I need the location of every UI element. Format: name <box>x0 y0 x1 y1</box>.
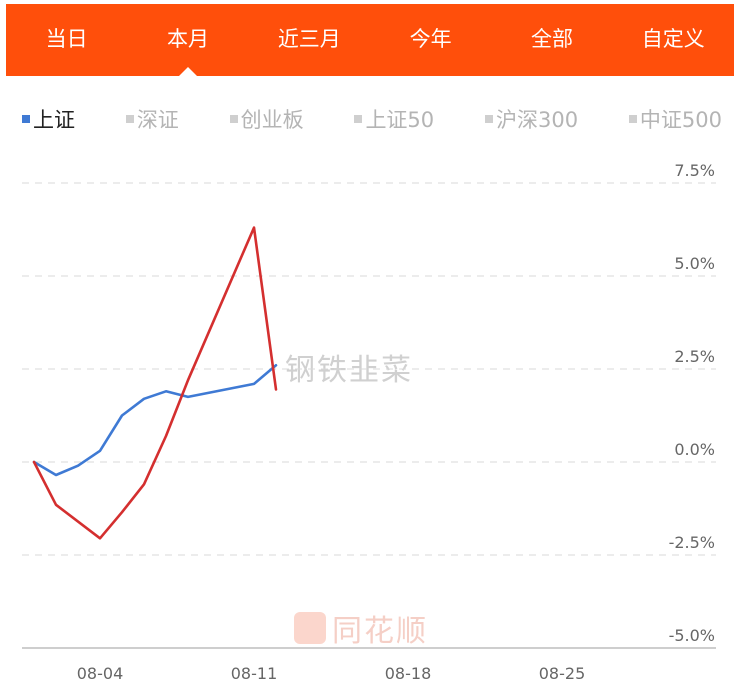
tab-all[interactable]: 全部 <box>491 4 612 76</box>
active-tab-caret-icon <box>177 67 198 77</box>
series-line-red <box>32 226 278 540</box>
brand-watermark-text: 同花顺 <box>332 614 428 649</box>
x-tick-label: 08-11 <box>231 664 278 683</box>
tab-custom[interactable]: 自定义 <box>613 4 734 76</box>
legend-swatch-icon <box>22 115 30 123</box>
legend-label: 上证 <box>33 108 75 132</box>
legend-swatch-icon <box>229 115 238 123</box>
series-line-blue <box>32 363 278 477</box>
tab-label: 全部 <box>530 27 573 51</box>
legend-label: 中证500 <box>639 108 722 132</box>
watermark-text: 钢铁韭菜 <box>285 353 413 388</box>
y-tick-label: -5.0% <box>669 626 715 645</box>
legend-label: 沪深300 <box>495 108 579 132</box>
tab-label: 今年 <box>409 27 452 51</box>
legend-label: 上证50 <box>365 108 435 132</box>
legend-item-csi500[interactable]: 中证500 <box>628 104 722 134</box>
legend-swatch-icon <box>354 115 363 123</box>
legend-item-csi300[interactable]: 沪深300 <box>484 104 579 134</box>
y-tick-label: 7.5% <box>674 161 715 180</box>
legend-swatch-icon <box>484 115 493 123</box>
legend-item-chinext[interactable]: 创业板 <box>229 104 304 134</box>
tab-label: 近三月 <box>277 27 341 51</box>
legend-item-sse50[interactable]: 上证50 <box>354 104 434 134</box>
y-tick-label: 0.0% <box>674 440 715 459</box>
y-tick-label: 2.5% <box>674 347 715 366</box>
tab-today[interactable]: 当日 <box>6 4 127 76</box>
tab-this-month[interactable]: 本月 <box>127 4 248 77</box>
legend-label: 创业板 <box>240 108 304 132</box>
y-tick-label: 5.0% <box>674 254 715 273</box>
brand-watermark: 同花顺 <box>294 606 428 650</box>
x-tick-label: 08-04 <box>77 664 124 683</box>
tab-label: 自定义 <box>641 27 705 51</box>
brand-logo-icon <box>294 612 326 644</box>
legend-swatch-icon <box>125 115 134 123</box>
tab-label: 当日 <box>45 27 88 51</box>
legend-label: 深证 <box>136 108 179 132</box>
x-tick-label: 08-18 <box>385 664 432 683</box>
legend-item-shenzhen[interactable]: 深证 <box>125 104 179 134</box>
legend-item-shanghai[interactable]: 上证 <box>22 104 75 134</box>
y-tick-label: -2.5% <box>669 533 715 552</box>
legend-swatch-icon <box>628 115 637 123</box>
tab-label: 本月 <box>166 27 209 51</box>
tab-this-year[interactable]: 今年 <box>370 4 491 76</box>
index-legend: 上证 深证 创业板 上证50 沪深300 中证500 <box>22 104 722 134</box>
x-tick-label: 08-25 <box>539 664 586 683</box>
period-tab-bar: 当日 本月 近三月 今年 全部 自定义 <box>6 4 734 77</box>
tab-last-three-months[interactable]: 近三月 <box>249 4 370 76</box>
